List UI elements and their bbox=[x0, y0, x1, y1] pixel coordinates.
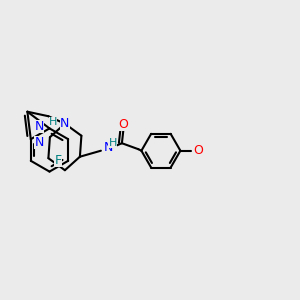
Text: N: N bbox=[34, 136, 44, 149]
Text: N: N bbox=[35, 119, 44, 133]
Text: F: F bbox=[55, 154, 62, 167]
Text: N: N bbox=[60, 117, 70, 130]
Text: H: H bbox=[108, 138, 117, 148]
Text: O: O bbox=[118, 118, 128, 131]
Text: N: N bbox=[104, 141, 113, 154]
Text: O: O bbox=[193, 144, 203, 157]
Text: H: H bbox=[49, 117, 57, 127]
